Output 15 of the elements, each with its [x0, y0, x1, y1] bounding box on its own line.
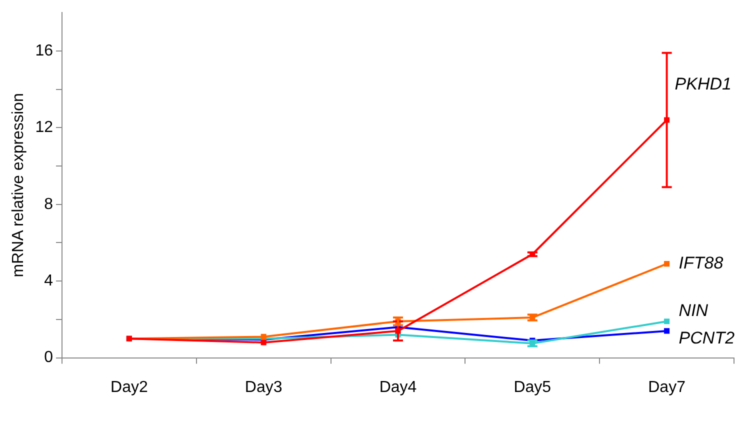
y-tick-label: 12	[35, 119, 54, 136]
x-tick-label: Day5	[514, 378, 552, 396]
y-tick-label: 8	[44, 196, 54, 213]
y-tick-label: 0	[44, 349, 54, 366]
x-tick-label: Day2	[110, 378, 148, 396]
y-tick-label: 16	[35, 42, 54, 60]
y-axis-title: mRNA relative expression	[10, 93, 28, 278]
series-label: IFT88	[678, 254, 724, 273]
series-label: PKHD1	[674, 74, 732, 94]
x-tick-label: Day4	[379, 378, 417, 396]
x-tick-label: Day3	[244, 378, 282, 396]
y-tick-label: 4	[44, 272, 54, 290]
series-label: PCNT2	[678, 328, 736, 348]
series-label: NIN	[678, 301, 709, 320]
x-tick-label: Day7	[648, 378, 686, 396]
